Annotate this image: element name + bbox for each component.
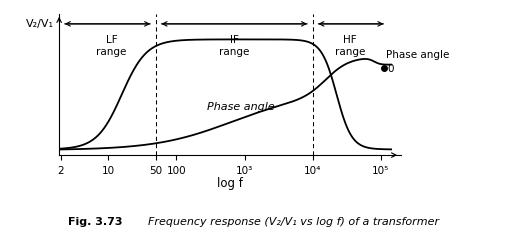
X-axis label: log f: log f	[217, 176, 243, 189]
Text: LF
range: LF range	[96, 35, 127, 57]
Text: Frequency response (V₂/V₁ vs log f) of a transformer: Frequency response (V₂/V₁ vs log f) of a…	[141, 216, 440, 226]
Text: Fig. 3.73: Fig. 3.73	[68, 216, 123, 226]
Text: HF
range: HF range	[335, 35, 365, 57]
Text: Fig. 3.73  Frequency response (V₂/V₁ vs log f) of a transformer: Fig. 3.73 Frequency response (V₂/V₁ vs l…	[68, 216, 414, 226]
Text: Phase angle: Phase angle	[208, 101, 275, 111]
Text: V₂/V₁: V₂/V₁	[26, 19, 54, 29]
Text: IF
range: IF range	[219, 35, 249, 57]
Text: 0: 0	[388, 63, 394, 73]
Text: Phase angle: Phase angle	[386, 49, 449, 59]
